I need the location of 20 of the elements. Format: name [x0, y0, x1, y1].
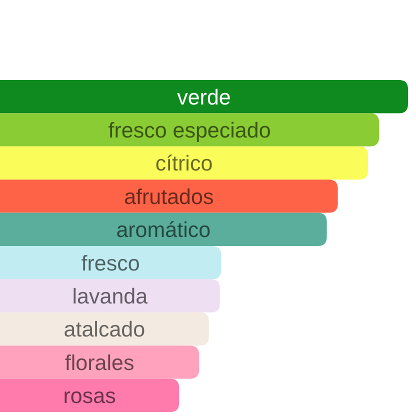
bar [0, 279, 220, 312]
bar [0, 212, 327, 246]
y-tick-label: afrutados [124, 184, 214, 209]
y-tick-label: fresco [81, 251, 140, 276]
y-tick-label: aromático [116, 218, 211, 242]
bar [0, 312, 209, 346]
bar [0, 180, 338, 213]
y-tick-label: atalcado [64, 318, 146, 342]
y-tick-label: rosas [63, 384, 116, 408]
bar [0, 80, 408, 114]
bar [0, 246, 222, 280]
bar [0, 113, 380, 146]
y-tick-label: cítrico [155, 152, 213, 176]
y-tick-label: fresco especiado [108, 118, 271, 143]
y-tick-label: verde [177, 85, 231, 110]
y-tick-label: lavanda [72, 284, 148, 309]
bar [0, 346, 200, 379]
bar [0, 146, 368, 180]
bar [0, 378, 180, 412]
y-tick-label: florales [64, 350, 134, 375]
